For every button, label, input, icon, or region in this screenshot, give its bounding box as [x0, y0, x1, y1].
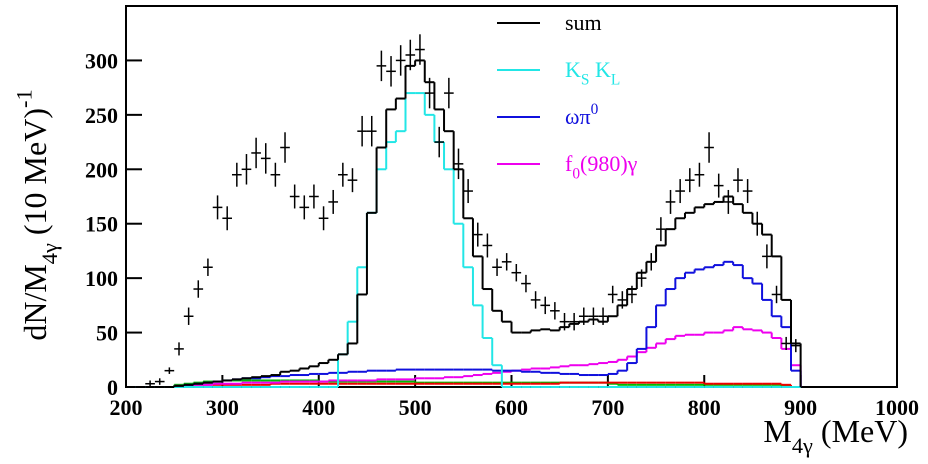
- text-segment: K: [565, 57, 581, 82]
- text-segment: ωπ: [565, 104, 591, 129]
- histogram: [126, 92, 801, 388]
- text-segment: 0: [591, 101, 599, 118]
- text-segment: (MeV): [813, 413, 908, 449]
- x-tick-label: 900: [784, 395, 817, 420]
- y-tick-label: 250: [85, 103, 118, 128]
- histogram: [126, 381, 801, 388]
- x-tick-label: 400: [302, 395, 335, 420]
- text-segment: (980)γ: [580, 151, 638, 176]
- x-tick-label: 800: [688, 395, 721, 420]
- y-tick-label: 0: [107, 375, 118, 400]
- text-segment: sum: [565, 10, 602, 35]
- x-tick-label: 200: [110, 395, 143, 420]
- y-tick-label: 150: [85, 212, 118, 237]
- legend-label: f0(980)γ: [565, 151, 638, 183]
- y-tick-label: 200: [85, 157, 118, 182]
- text-segment: (10 MeV): [17, 108, 53, 243]
- text-segment: 0: [572, 166, 580, 183]
- y-axis-title: dN/M4γ (10 MeV)-1: [12, 89, 63, 340]
- text-segment: 4γ: [37, 243, 62, 264]
- text-segment: dN/M: [17, 264, 53, 340]
- x-tick-label: 500: [399, 395, 432, 420]
- text-segment: S: [581, 72, 590, 89]
- legend-label: KS KL: [565, 57, 620, 89]
- histogram: [126, 326, 802, 388]
- data-points: [145, 34, 801, 387]
- x-tick-label: 1000: [875, 395, 919, 420]
- x-axis-title: M4γ (MeV): [763, 413, 908, 458]
- text-segment: M: [763, 413, 791, 449]
- text-segment: 4γ: [792, 433, 813, 458]
- y-tick-label: 100: [85, 266, 118, 291]
- text-segment: f: [565, 151, 573, 176]
- text-segment: -1: [12, 89, 37, 108]
- legend-label: ωπ0: [565, 101, 599, 129]
- x-tick-label: 700: [591, 395, 624, 420]
- y-tick-label: 50: [96, 321, 118, 346]
- legend-label: sum: [565, 10, 602, 35]
- x-tick-label: 300: [206, 395, 239, 420]
- text-segment: L: [611, 72, 620, 89]
- x-tick-label: 600: [495, 395, 528, 420]
- y-tick-label: 300: [85, 48, 118, 73]
- histogram: [126, 260, 802, 388]
- text-segment: K: [589, 57, 611, 82]
